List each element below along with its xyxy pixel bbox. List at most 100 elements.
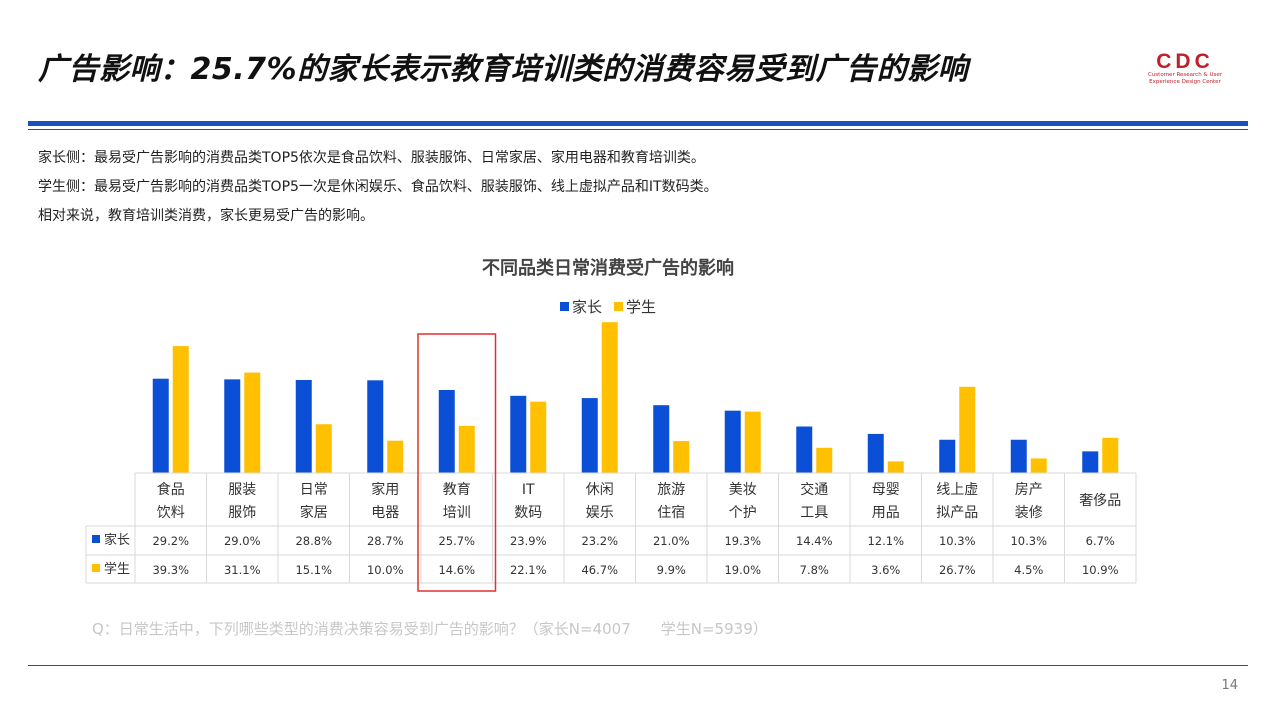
footer-divider xyxy=(28,665,1248,666)
bar-student-4 xyxy=(458,425,475,473)
data-label-student: 31.1% xyxy=(224,563,261,577)
bar-student-3 xyxy=(387,440,404,473)
data-label-parent: 25.7% xyxy=(438,534,475,548)
header-divider-thin xyxy=(28,129,1248,130)
category-label: 家用 xyxy=(371,481,399,498)
data-label-parent: 23.2% xyxy=(581,534,618,548)
summary-line-conclusion: 相对来说，教育培训类消费，家长更易受广告的影响。 xyxy=(38,208,374,224)
bar-student-9 xyxy=(816,447,833,473)
category-label: 用品 xyxy=(872,505,900,521)
category-label: 娱乐 xyxy=(586,505,614,521)
data-label-parent: 10.3% xyxy=(1010,534,1047,548)
data-label-parent: 12.1% xyxy=(867,534,904,548)
bar-parent-8 xyxy=(724,410,741,473)
data-label-student: 9.9% xyxy=(657,563,686,577)
bar-parent-2 xyxy=(295,380,312,473)
data-label-parent: 14.4% xyxy=(796,534,833,548)
logo-text: CDC xyxy=(1156,50,1214,73)
category-label: 装修 xyxy=(1015,505,1043,521)
category-label: 家居 xyxy=(300,504,328,521)
bar-parent-12 xyxy=(1010,439,1027,473)
cdc-logo: CDC xyxy=(1156,50,1214,73)
bar-parent-6 xyxy=(581,398,598,473)
data-label-student: 39.3% xyxy=(152,563,189,577)
bar-student-11 xyxy=(959,386,976,473)
data-label-student: 7.8% xyxy=(800,563,829,577)
category-label: 个护 xyxy=(729,505,757,521)
category-label: 教育 xyxy=(443,482,471,498)
legend-item-student: 学生 xyxy=(614,296,656,317)
bar-student-0 xyxy=(172,346,189,473)
bar-parent-0 xyxy=(152,378,169,473)
data-label-parent: 10.3% xyxy=(939,534,976,548)
survey-question: Q：日常生活中，下列哪些类型的消费决策容易受到广告的影响？（家长N=4007 学… xyxy=(92,620,768,638)
bar-student-10 xyxy=(887,461,904,473)
category-label: 旅游 xyxy=(657,482,685,498)
category-label: 日常 xyxy=(300,482,328,498)
data-label-parent: 29.2% xyxy=(152,534,189,548)
legend-swatch-student xyxy=(614,302,624,311)
bar-parent-13 xyxy=(1082,451,1099,473)
category-label: 服装 xyxy=(228,482,256,498)
data-label-student: 22.1% xyxy=(510,563,547,577)
bar-student-8 xyxy=(744,411,761,473)
page-title: 广告影响：25.7%的家长表示教育培训类的消费容易受到广告的影响 xyxy=(38,52,969,87)
category-label: 饮料 xyxy=(157,505,185,521)
bar-student-6 xyxy=(601,322,618,473)
category-label: 食品 xyxy=(157,481,185,498)
data-label-student: 15.1% xyxy=(295,563,332,577)
header-divider xyxy=(28,121,1248,126)
data-label-student: 14.6% xyxy=(438,563,475,577)
bar-student-12 xyxy=(1030,458,1047,473)
bar-parent-9 xyxy=(796,426,813,473)
data-label-student: 10.9% xyxy=(1082,563,1119,577)
table-row-label-student: 学生 xyxy=(104,561,130,577)
table-row-key-parent xyxy=(92,535,100,543)
category-label: 美妆 xyxy=(729,482,757,498)
category-label: 服饰 xyxy=(228,505,256,521)
bar-parent-1 xyxy=(224,379,241,473)
data-label-student: 4.5% xyxy=(1014,563,1043,577)
data-label-student: 10.0% xyxy=(367,563,404,577)
category-label: 住宿 xyxy=(657,504,685,521)
summary-line-student: 学生侧：最易受广告影响的消费品类TOP5一次是休闲娱乐、食品饮料、服装服饰、线上… xyxy=(38,179,718,195)
table-row-label-parent: 家长 xyxy=(104,532,130,548)
summary-line-parent: 家长侧：最易受广告影响的消费品类TOP5依次是食品饮料、服装服饰、日常家居、家用… xyxy=(38,150,705,166)
category-label: 拟产品 xyxy=(936,505,978,521)
data-label-parent: 29.0% xyxy=(224,534,261,548)
chart-legend: 家长 学生 xyxy=(560,296,656,317)
category-label: 工具 xyxy=(800,505,828,521)
data-label-parent: 19.3% xyxy=(724,534,761,548)
data-label-student: 19.0% xyxy=(724,563,761,577)
bar-student-13 xyxy=(1102,437,1119,473)
category-label: 电器 xyxy=(371,505,399,521)
bar-student-2 xyxy=(315,424,332,473)
category-label: 休闲 xyxy=(586,482,614,498)
logo-subtitle: Customer Research & User Experience Desi… xyxy=(1147,72,1222,85)
bar-parent-3 xyxy=(367,380,384,473)
category-label: IT xyxy=(522,482,535,498)
page-number: 14 xyxy=(1221,678,1238,693)
data-label-parent: 21.0% xyxy=(653,534,690,548)
data-label-parent: 28.7% xyxy=(367,534,404,548)
data-label-parent: 28.8% xyxy=(295,534,332,548)
legend-item-parent: 家长 xyxy=(560,296,602,317)
category-label: 房产 xyxy=(1015,482,1043,498)
data-label-parent: 23.9% xyxy=(510,534,547,548)
category-label: 线上虚 xyxy=(936,482,978,498)
category-label: 奢侈品 xyxy=(1079,493,1121,509)
category-label: 培训 xyxy=(443,505,471,521)
data-label-student: 26.7% xyxy=(939,563,976,577)
bar-parent-4 xyxy=(438,390,455,473)
highlight-box-education xyxy=(417,333,497,592)
legend-label-student: 学生 xyxy=(626,298,657,316)
bar-parent-7 xyxy=(653,405,670,473)
bar-student-5 xyxy=(530,401,547,473)
data-label-student: 46.7% xyxy=(581,563,618,577)
bar-student-1 xyxy=(244,372,261,473)
category-label: 数码 xyxy=(514,505,542,521)
bar-parent-5 xyxy=(510,395,527,473)
category-label: 交通 xyxy=(800,481,828,498)
data-label-student: 3.6% xyxy=(871,563,900,577)
table-row-key-student xyxy=(92,564,100,572)
